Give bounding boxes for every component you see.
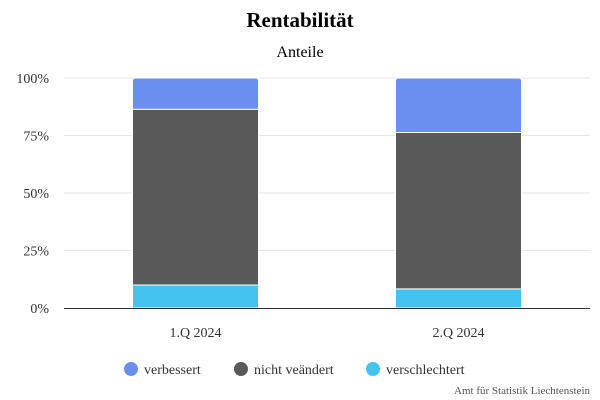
y-tick-label: 75% bbox=[23, 130, 49, 145]
y-axis-ticks: 0% 25% 50% 75% 100% bbox=[16, 72, 49, 317]
bar-segment[interactable] bbox=[132, 284, 259, 309]
y-tick-label: 50% bbox=[23, 187, 49, 202]
legend[interactable]: verbessert nicht veändert verschlechtert bbox=[124, 362, 465, 378]
bar-segment[interactable] bbox=[395, 132, 522, 290]
bar-segment[interactable] bbox=[395, 288, 522, 309]
chart-subtitle: Anteile bbox=[276, 44, 323, 61]
x-tick-label: 2.Q 2024 bbox=[432, 326, 484, 341]
x-tick-label: 1.Q 2024 bbox=[169, 326, 221, 341]
credit-text[interactable]: Amt für Statistik Liechtenstein bbox=[454, 385, 590, 397]
y-tick-label: 0% bbox=[30, 302, 49, 317]
legend-item[interactable]: nicht veändert bbox=[234, 362, 334, 378]
bar-segment[interactable] bbox=[132, 108, 259, 286]
legend-item[interactable]: verbessert bbox=[124, 362, 201, 378]
y-tick-label: 25% bbox=[23, 245, 49, 260]
legend-swatch bbox=[234, 362, 248, 376]
bar-segment[interactable] bbox=[132, 77, 259, 110]
legend-label: verschlechtert bbox=[386, 363, 465, 378]
x-axis-ticks: 1.Q 2024 2.Q 2024 bbox=[169, 326, 484, 341]
legend-label: nicht veändert bbox=[254, 363, 334, 378]
chart-title: Rentabilität bbox=[246, 8, 353, 32]
legend-swatch bbox=[124, 362, 138, 376]
y-tick-label: 100% bbox=[16, 72, 49, 87]
legend-label: verbessert bbox=[144, 363, 201, 378]
bars bbox=[132, 77, 522, 309]
bar-segment[interactable] bbox=[395, 77, 522, 134]
legend-item[interactable]: verschlechtert bbox=[366, 362, 465, 378]
legend-swatch bbox=[366, 362, 380, 376]
